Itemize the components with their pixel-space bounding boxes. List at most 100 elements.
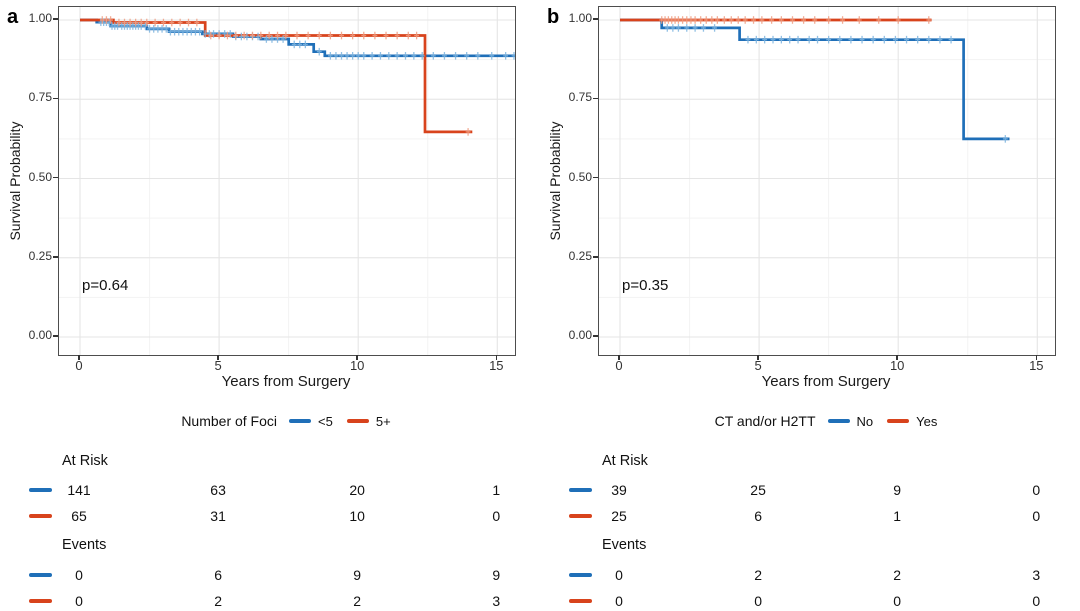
y-tick-mark — [53, 335, 58, 337]
x-tick-mark — [217, 355, 219, 360]
at-risk-row-red: 25 6 1 0 — [540, 507, 1080, 525]
at-risk-value: 9 — [893, 482, 902, 498]
y-tick-mark — [593, 176, 598, 179]
events-value: 0 — [754, 593, 762, 609]
legend-item-label: <5 — [318, 413, 333, 429]
x-tick-label: 10 — [889, 358, 905, 373]
events-row-blue: 0 6 9 9 — [0, 566, 540, 584]
p-value-label: p=0.64 — [82, 277, 129, 294]
x-tick-label: 5 — [214, 358, 222, 373]
legend-items: <5 5+ — [289, 414, 391, 429]
y-tick-mark — [53, 97, 58, 99]
legend-item--5: <5 — [289, 414, 333, 429]
events-value: 3 — [492, 593, 501, 609]
legend-item-no: No — [827, 413, 874, 429]
km-curve-5- — [80, 18, 473, 134]
at-risk-value: 0 — [492, 508, 501, 524]
at-risk-value: 0 — [1032, 482, 1041, 498]
x-tick-label: 10 — [349, 358, 365, 373]
x-tick-label: 5 — [754, 358, 762, 373]
y-tick-mark — [593, 256, 598, 258]
events-row-blue: 0 2 2 3 — [540, 566, 1080, 584]
y-tick-mark — [593, 335, 598, 337]
legend-title: Number of Foci — [181, 413, 278, 429]
legend: Number of Foci <5 5+ — [58, 412, 514, 430]
x-tick-label: 15 — [489, 358, 504, 373]
risk-row-swatch — [29, 488, 52, 492]
panel-letter-b: b — [547, 6, 560, 28]
legend-line-swatch — [346, 419, 369, 423]
legend-line-swatch — [827, 419, 850, 423]
y-tick-mark — [53, 18, 58, 20]
x-tick-mark — [356, 355, 358, 360]
x-axis-title: Years from Surgery — [221, 373, 351, 390]
events-value: 0 — [615, 593, 623, 609]
risk-row-swatch — [29, 599, 52, 603]
legend-item-5-: 5+ — [346, 413, 391, 429]
events-header: Events — [62, 537, 107, 553]
events-value: 2 — [214, 593, 222, 609]
x-tick-mark — [78, 355, 80, 360]
at-risk-header: At Risk — [62, 453, 108, 469]
x-tick-mark — [495, 355, 498, 360]
at-risk-value: 31 — [210, 508, 226, 524]
legend-line-swatch — [887, 419, 910, 423]
events-value: 6 — [214, 567, 222, 583]
legend-item-yes: Yes — [887, 414, 937, 429]
x-tick-mark — [618, 355, 620, 360]
x-tick-label: 15 — [1029, 358, 1044, 373]
x-tick-mark — [1035, 355, 1038, 360]
y-tick-label: 0.50 — [568, 169, 592, 184]
events-value: 0 — [1032, 593, 1041, 609]
legend-item-label: 5+ — [375, 413, 391, 429]
censor-marks-yes — [659, 16, 932, 24]
x-tick-mark — [896, 355, 898, 360]
at-risk-value: 1 — [893, 508, 902, 524]
risk-row-swatch — [29, 514, 52, 518]
events-value: 0 — [615, 567, 623, 583]
y-tick-label: 1.00 — [28, 11, 52, 25]
at-risk-value: 20 — [349, 482, 365, 498]
risk-row-swatch — [29, 573, 52, 577]
y-tick-label: 0.25 — [28, 248, 52, 263]
legend-title: CT and/or H2TT — [714, 413, 816, 429]
risk-row-swatch — [569, 514, 592, 518]
legend-item-label: Yes — [916, 413, 938, 429]
y-tick-mark — [593, 18, 598, 20]
y-tick-label: 0.75 — [568, 90, 592, 105]
y-tick-label: 0.75 — [28, 90, 52, 105]
y-tick-label: 0.00 — [568, 328, 592, 342]
risk-row-swatch — [569, 599, 592, 603]
legend: CT and/or H2TT No Yes — [598, 412, 1054, 430]
at-risk-value: 0 — [1032, 508, 1041, 524]
y-tick-mark — [593, 97, 598, 99]
plot-area — [598, 6, 1056, 356]
events-value: 0 — [75, 567, 83, 583]
risk-row-swatch — [569, 573, 592, 577]
events-value: 9 — [353, 567, 362, 583]
panel-letter-a: a — [7, 6, 19, 28]
events-value: 9 — [492, 567, 501, 583]
at-risk-value: 39 — [611, 482, 627, 498]
at-risk-value: 1 — [492, 482, 501, 498]
at-risk-row-blue: 141 63 20 1 — [0, 481, 540, 499]
legend-item-label: No — [856, 413, 874, 429]
y-tick-label: 1.00 — [568, 11, 592, 25]
x-tick-mark — [757, 355, 759, 360]
y-tick-mark — [53, 256, 58, 258]
x-tick-label: 0 — [615, 358, 623, 373]
at-risk-row-blue: 39 25 9 0 — [540, 481, 1080, 499]
x-tick-label: 0 — [75, 358, 83, 373]
km-panel-b: b Survival Probability p=0.35 Years from… — [540, 0, 1080, 611]
censor-marks-5- — [99, 16, 471, 136]
at-risk-value: 6 — [754, 508, 762, 524]
y-tick-label: 0.00 — [28, 328, 52, 342]
legend-line-swatch — [289, 419, 312, 423]
at-risk-value: 25 — [611, 508, 627, 524]
legend-items: No Yes — [827, 413, 937, 429]
at-risk-header: At Risk — [602, 453, 648, 469]
censor-marks--5 — [98, 18, 515, 60]
at-risk-value: 10 — [349, 508, 365, 524]
y-tick-label: 0.50 — [28, 169, 52, 184]
at-risk-value: 63 — [210, 482, 226, 498]
